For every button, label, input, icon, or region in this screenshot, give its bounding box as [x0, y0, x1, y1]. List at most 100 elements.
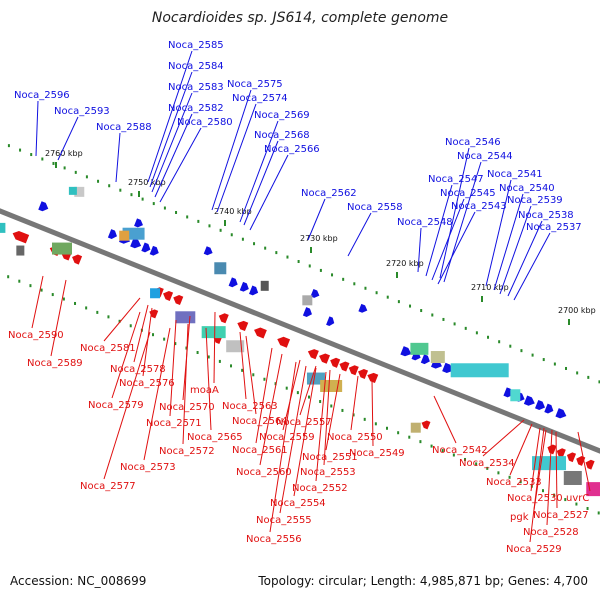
scale-label: 2710 kbp	[471, 283, 509, 292]
label-leader	[325, 373, 341, 451]
tick-dot	[498, 340, 501, 344]
label-leader	[529, 427, 545, 543]
gene-label-bottom: Noca_2572	[159, 446, 215, 457]
label-leader	[323, 369, 331, 466]
reverse-gene-arrow	[254, 327, 267, 339]
tick-dot	[431, 313, 434, 317]
gene-label-bottom: Noca_2527	[533, 510, 589, 521]
tick-dot	[107, 315, 110, 319]
gene-label-top: Noca_2537	[526, 222, 582, 233]
label-leader	[182, 323, 189, 445]
backbone-line	[0, 208, 600, 454]
tick-dot	[576, 371, 579, 375]
label-leader	[245, 335, 257, 415]
gene-label-bottom: Noca_2581	[80, 343, 136, 354]
domain-block	[302, 295, 313, 306]
label-leader	[31, 275, 44, 329]
gene-label-top: Noca_2546	[445, 137, 501, 148]
forward-gene-arrow	[203, 246, 213, 256]
tick-dot	[208, 224, 211, 228]
label-leader	[315, 371, 327, 482]
label-leader	[350, 375, 359, 431]
tick-dot	[308, 264, 311, 268]
forward-gene-arrow	[544, 403, 554, 414]
label-leader	[50, 279, 67, 357]
tick-dot	[420, 309, 423, 313]
tick-dot	[408, 435, 411, 439]
gene-label-bottom: Noca_2529	[506, 544, 562, 555]
scale-label: 2700 kbp	[558, 306, 596, 315]
scale-tick	[138, 191, 140, 197]
tick-dot	[363, 417, 366, 421]
gene-label-top: Noca_2574	[232, 93, 288, 104]
tick-dot	[286, 255, 289, 259]
tick-dot	[397, 431, 400, 435]
tick-dot	[375, 291, 378, 295]
tick-dot	[586, 506, 589, 510]
gene-label-top: Noca_2540	[499, 183, 555, 194]
label-leader	[439, 147, 470, 279]
gene-label-top: Noca_2566	[264, 144, 320, 155]
tick-dot	[308, 395, 311, 399]
tick-dot	[330, 404, 333, 408]
label-leader	[115, 132, 121, 183]
gene-label-bottom: Noca_2561	[232, 445, 288, 456]
tick-dot	[564, 498, 567, 502]
tick-dot	[219, 228, 222, 232]
label-leader	[493, 193, 524, 291]
gene-label-bottom: Noca_2573	[120, 462, 176, 473]
tick-dot	[41, 157, 44, 161]
tick-dot	[587, 375, 590, 379]
tick-dot	[575, 502, 578, 506]
tick-dot	[264, 246, 267, 250]
tick-dot	[241, 237, 244, 241]
tick-dot	[275, 251, 278, 255]
gene-label-top: Noca_2545	[440, 188, 496, 199]
gene-label-top: Noca_2580	[177, 117, 233, 128]
label-leader	[147, 50, 193, 183]
label-leader	[293, 367, 317, 497]
tick-dot	[598, 380, 600, 384]
gene-label-top: Noca_2558	[347, 202, 403, 213]
gene-label-bottom: Noca_2551	[302, 452, 358, 463]
backbone	[0, 208, 600, 454]
label-leader	[142, 307, 153, 377]
scale-tick	[568, 319, 570, 325]
reverse-gene-arrow	[421, 420, 431, 430]
tick-dot	[486, 466, 489, 470]
label-leader	[507, 220, 543, 297]
scale-ticks: 2760 kbp 2750 kbp 2740 kbp 2730 kbp 2720 kbp…	[7, 144, 600, 515]
tick-dot	[62, 297, 65, 301]
gene-label-bottom: Noca_2559	[259, 432, 315, 443]
gene-label-top: Noca_2588	[96, 122, 152, 133]
gene-label-top: Noca_2575	[227, 79, 283, 90]
tick-dot	[519, 480, 522, 484]
gene-label-top: Noca_2548	[397, 217, 453, 228]
tick-dot	[463, 457, 466, 461]
label-leader	[149, 71, 193, 188]
reverse-gene-arrow	[237, 320, 249, 332]
forward-gene-arrow	[249, 285, 259, 296]
tick-dot	[85, 175, 88, 179]
tick-dot	[497, 471, 500, 475]
tick-dot	[40, 288, 43, 292]
tick-dot	[163, 337, 166, 341]
gene-label-bottom: Noca_2542	[432, 445, 488, 456]
gene-label-bottom: Noca_2550	[327, 432, 383, 443]
gene-label-bottom: Noca_2554	[270, 498, 326, 509]
gene-label-bottom: moaA	[190, 385, 219, 396]
tick-dot	[319, 400, 322, 404]
tick-dot	[475, 462, 478, 466]
forward-gene-arrow	[130, 238, 142, 249]
tick-dot	[553, 493, 556, 497]
gene-label-top: Noca_2585	[168, 40, 224, 51]
label-leader	[35, 100, 39, 157]
tick-dot	[51, 293, 54, 297]
tick-dot	[553, 362, 556, 366]
domain-block	[410, 342, 429, 355]
domain-block	[430, 351, 445, 364]
scale-label: 2720 kbp	[386, 259, 424, 268]
forward-gene-arrow	[555, 408, 567, 419]
label-leader	[431, 198, 465, 281]
tick-dot	[118, 319, 121, 323]
